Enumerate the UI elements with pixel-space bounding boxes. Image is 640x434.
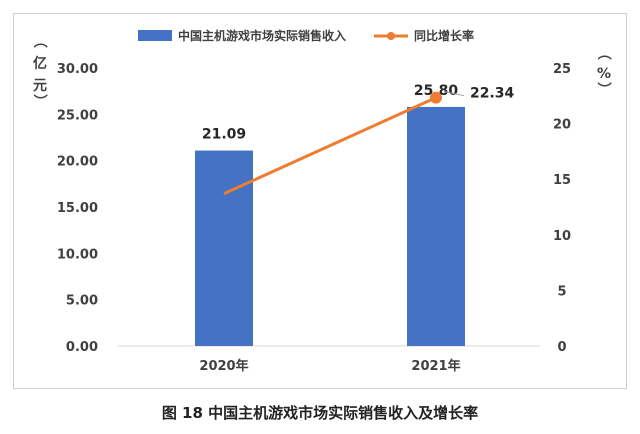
bar (195, 150, 253, 346)
y-right-tick-label: 20 (553, 118, 571, 133)
x-tick-label: 2020年 (199, 358, 248, 374)
line-data-label: 22.34 (470, 86, 515, 102)
y-left-tick-label: 20.00 (57, 155, 98, 170)
y-right-tick-label: 5 (557, 284, 566, 299)
bar-data-label: 25.80 (414, 83, 459, 99)
y-left-tick-label: 0.00 (66, 340, 98, 355)
x-tick-label: 2021年 (411, 358, 460, 374)
chart-frame (13, 13, 627, 389)
y-left-tick-label: 30.00 (57, 62, 98, 77)
y-right-tick-label: 15 (553, 173, 571, 188)
chart: 0.00 5.00 10.00 15.00 20.00 25.00 30.00 0 5 10 15 2… (31, 28, 611, 374)
y-right-tick-label: 0 (557, 340, 566, 355)
bar-data-label: 21.09 (202, 127, 246, 143)
bar (407, 106, 465, 346)
legend-label-line: 同比增长率 (414, 28, 474, 43)
y-left-tick-label: 25.00 (57, 108, 98, 123)
y-right-tick-label: 10 (553, 229, 571, 244)
legend-swatch-marker (387, 32, 395, 40)
y-left-unit-label: ） (31, 94, 47, 108)
y-right-unit-label: % (597, 66, 611, 82)
y-right-unit-label: ） (595, 82, 611, 96)
y-right-tick-label: 25 (553, 62, 571, 77)
line-label-leader (443, 91, 465, 97)
y-left-unit-label: 元 (33, 78, 47, 94)
legend-swatch-bar (138, 30, 172, 41)
y-left-unit-label: （ (31, 34, 47, 48)
y-left-tick-label: 15.00 (57, 201, 98, 216)
figure-caption: 图 18 中国主机游戏市场实际销售收入及增长率 (161, 404, 479, 422)
y-left-tick-label: 10.00 (57, 247, 98, 262)
legend-label-bar: 中国主机游戏市场实际销售收入 (178, 28, 346, 43)
growth-point-marker (430, 91, 442, 104)
y-left-tick-label: 5.00 (66, 294, 98, 309)
growth-line (223, 96, 437, 196)
y-left-unit-label: 亿 (33, 55, 47, 72)
y-right-unit-label: （ (595, 46, 611, 60)
